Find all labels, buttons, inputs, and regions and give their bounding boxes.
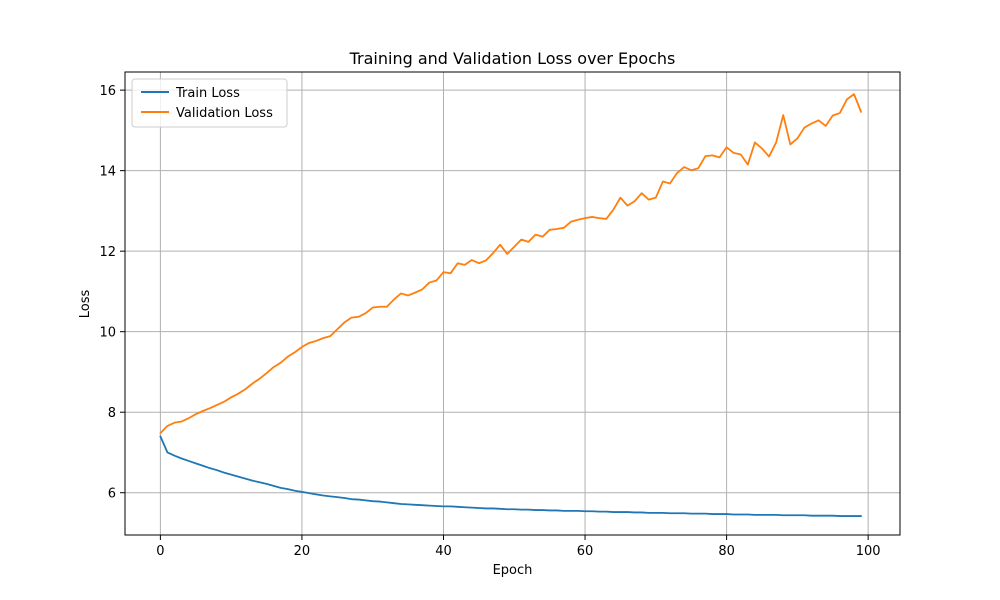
plot-frame [124,71,901,536]
legend-label-validation-loss: Validation Loss [176,106,273,121]
series-line-train-loss [159,435,862,517]
y-tick-label: 10 [99,326,116,341]
y-tick-label: 8 [108,406,116,421]
y-tick-label: 6 [108,487,116,502]
y-tick-label: 14 [99,165,116,180]
y-tick-label: 16 [99,84,116,99]
legend: Train Loss Validation Loss [131,78,288,128]
y-tick-label: 12 [99,245,116,260]
x-tick-label: 100 [856,544,881,559]
x-tick-label: 80 [718,544,735,559]
chart-title: Training and Validation Loss over Epochs [349,49,676,68]
x-tick-label: 40 [435,544,452,559]
x-tick-label: 0 [156,544,164,559]
legend-label-train-loss: Train Loss [175,86,240,101]
series-line-validation-loss [159,93,862,435]
x-axis-label: Epoch [493,563,533,578]
y-axis-label: Loss [78,290,93,319]
ticks: 0 20 40 60 80 100 6 8 10 12 14 16 [99,84,880,559]
x-tick-label: 20 [294,544,311,559]
legend-box [131,78,288,128]
x-tick-label: 60 [577,544,594,559]
grid [125,72,900,535]
series-layer [159,93,862,517]
